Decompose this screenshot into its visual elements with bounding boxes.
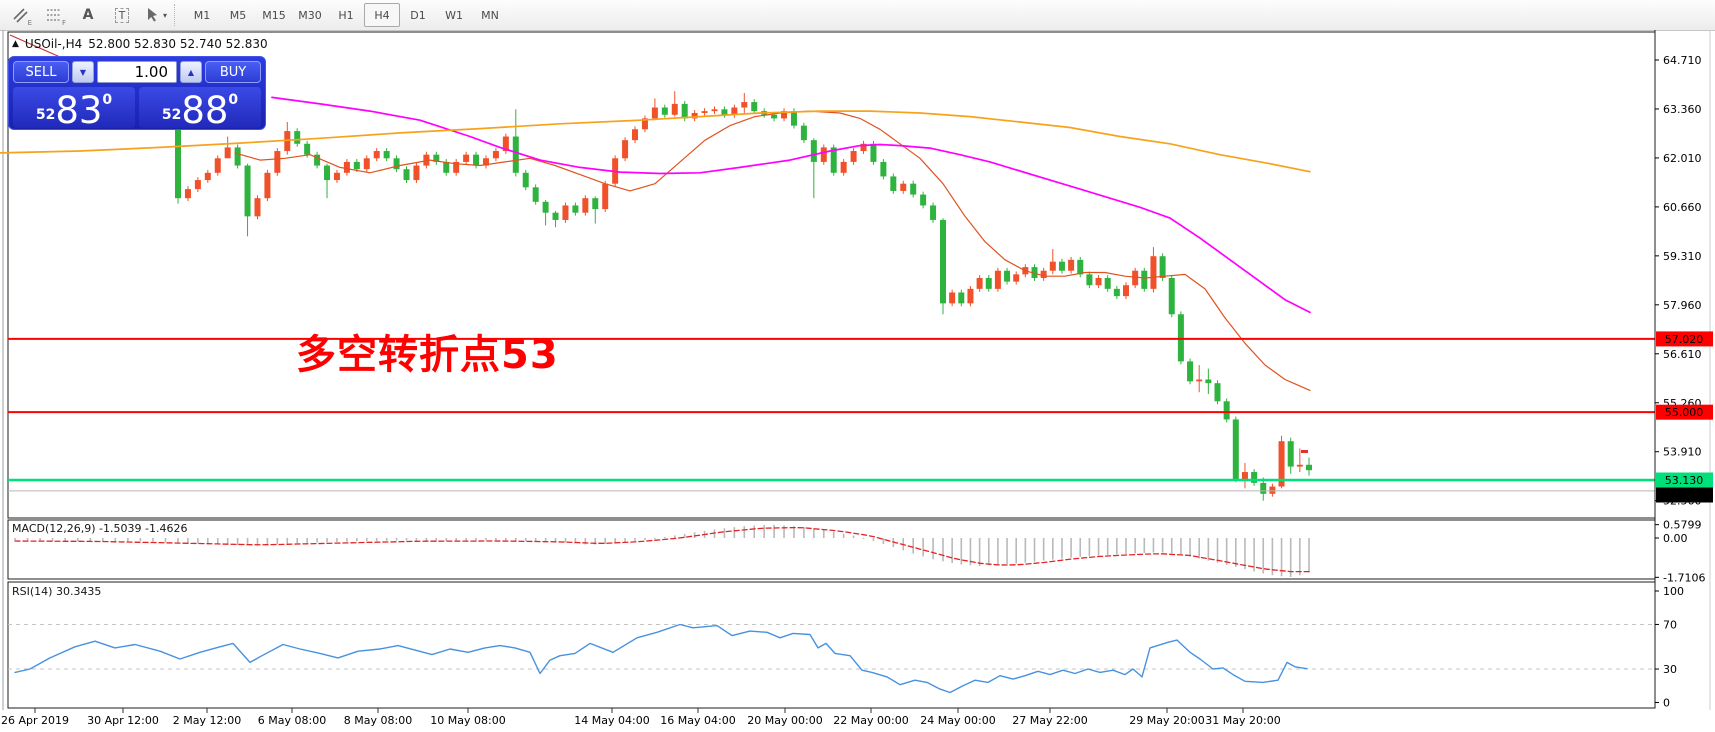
sell-price-big: 83 [55, 88, 103, 132]
collapse-arrow-icon[interactable]: ▲ [12, 39, 19, 49]
svg-text:14 May 04:00: 14 May 04:00 [574, 714, 649, 727]
timeframe-group: M1 M5 M15 M30 H1 H4 D1 W1 MN [184, 3, 508, 27]
svg-text:-1.7106: -1.7106 [1663, 571, 1705, 584]
buy-price-prefix: 52 [161, 107, 182, 123]
svg-text:31 May 20:00: 31 May 20:00 [1205, 714, 1280, 727]
svg-text:30 Apr 12:00: 30 Apr 12:00 [87, 714, 159, 727]
timeframe-M15[interactable]: M15 [262, 8, 286, 22]
svg-text:2 May 12:00: 2 May 12:00 [173, 714, 241, 727]
timeframe-H4[interactable]: H4 [364, 3, 400, 27]
rsi-label: RSI(14) 30.3435 [12, 585, 102, 598]
svg-text:57.020: 57.020 [1665, 333, 1704, 346]
svg-text:6 May 08:00: 6 May 08:00 [258, 714, 326, 727]
svg-text:52.830: 52.830 [1665, 489, 1704, 502]
buy-price-sup: 0 [228, 92, 239, 108]
svg-text:53.130: 53.130 [1665, 474, 1704, 487]
svg-text:100: 100 [1663, 585, 1684, 598]
macd-label: MACD(12,26,9) -1.5039 -1.4626 [12, 522, 188, 535]
text-label-tool-icon[interactable]: T [110, 3, 134, 27]
timeframe-H1[interactable]: H1 [338, 8, 354, 22]
buy-button[interactable]: BUY [205, 61, 261, 83]
timeframe-M1[interactable]: M1 [193, 8, 211, 22]
svg-text:53.910: 53.910 [1663, 446, 1702, 459]
toolbar-separator [174, 4, 176, 26]
symbol-period-label: USOil-,H4 [24, 37, 83, 51]
svg-text:70: 70 [1663, 618, 1677, 631]
volume-input[interactable] [97, 61, 177, 83]
ohlc-values: 52.800 52.830 52.740 52.830 [88, 37, 268, 51]
buy-price-big: 88 [181, 88, 229, 132]
svg-text:0.00: 0.00 [1663, 532, 1688, 545]
svg-text:57.960: 57.960 [1663, 299, 1702, 312]
svg-text:10 May 08:00: 10 May 08:00 [430, 714, 505, 727]
svg-text:56.610: 56.610 [1663, 348, 1702, 361]
timeframe-M30[interactable]: M30 [298, 8, 322, 22]
svg-text:0: 0 [1663, 697, 1670, 710]
svg-text:26 Apr 2019: 26 Apr 2019 [1, 714, 69, 727]
svg-text:59.310: 59.310 [1663, 250, 1702, 263]
text-tool-icon[interactable]: A [76, 3, 100, 27]
arrows-tool-icon[interactable]: ▾ [144, 3, 168, 27]
svg-text:27 May 22:00: 27 May 22:00 [1012, 714, 1087, 727]
sell-price-prefix: 52 [35, 107, 56, 123]
timeframe-W1[interactable]: W1 [445, 8, 463, 22]
tool-letter: A [82, 7, 94, 23]
sell-price-sup: 0 [102, 92, 113, 108]
svg-text:24 May 00:00: 24 May 00:00 [920, 714, 995, 727]
svg-text:64.710: 64.710 [1663, 54, 1702, 67]
toolbar: E F A T ▾ M [0, 0, 1715, 31]
svg-text:29 May 20:00: 29 May 20:00 [1129, 714, 1204, 727]
svg-text:60.660: 60.660 [1663, 201, 1702, 214]
chart-annotation-text: 多空转折点53 [296, 332, 559, 378]
svg-text:8 May 08:00: 8 May 08:00 [344, 714, 412, 727]
svg-text:0.5799: 0.5799 [1663, 519, 1702, 532]
chart-title: ▲ USOil-,H4 52.800 52.830 52.740 52.830 [12, 37, 268, 51]
equidistant-channel-icon[interactable]: E [8, 3, 32, 27]
volume-increase-button[interactable]: ▲ [180, 61, 202, 83]
tool-letter: T [114, 7, 130, 23]
svg-text:22 May 00:00: 22 May 00:00 [833, 714, 908, 727]
tool-letter: E [27, 19, 32, 27]
timeframe-D1[interactable]: D1 [410, 8, 426, 22]
chart-canvas[interactable]: 64.710 63.360 62.010 60.660 59.310 57.960 56.6… [0, 30, 1715, 732]
tool-letter: F [61, 19, 66, 27]
svg-text:62.010: 62.010 [1663, 152, 1702, 165]
volume-decrease-button[interactable]: ▼ [72, 61, 94, 83]
svg-text:20 May 00:00: 20 May 00:00 [747, 714, 822, 727]
chevron-down-icon: ▾ [162, 10, 167, 20]
fibonacci-icon[interactable]: F [42, 3, 66, 27]
svg-text:55.000: 55.000 [1665, 406, 1704, 419]
svg-text:30: 30 [1663, 663, 1677, 676]
sell-button[interactable]: SELL [13, 61, 69, 83]
sell-price-tile[interactable]: 52 83 0 [13, 87, 135, 132]
buy-price-tile[interactable]: 52 88 0 [139, 87, 261, 132]
timeframe-M5[interactable]: M5 [229, 8, 247, 22]
svg-text:16 May 04:00: 16 May 04:00 [660, 714, 735, 727]
svg-text:63.360: 63.360 [1663, 103, 1702, 116]
timeframe-MN[interactable]: MN [481, 8, 499, 22]
drawing-tools: E F A T ▾ [0, 3, 168, 27]
